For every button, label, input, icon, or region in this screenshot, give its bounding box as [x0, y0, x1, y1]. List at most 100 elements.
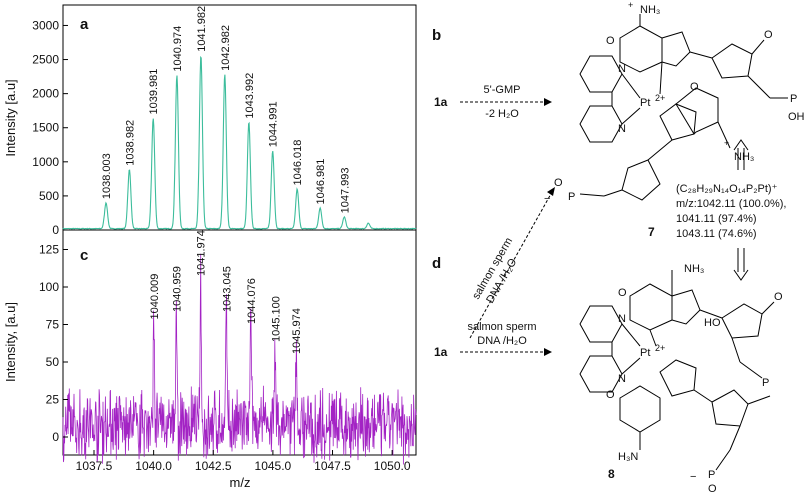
panel-b-arrowhead: [544, 98, 552, 106]
compound-8-lower-o2: O: [708, 483, 717, 495]
compound-8-ho: HO: [704, 317, 721, 329]
peak-label: 1040.959: [172, 266, 184, 312]
compound-7-upper-nh3: NH₃: [640, 4, 660, 16]
compound-8-upper-guanine: [629, 270, 775, 379]
compound-7-minus: −: [544, 193, 550, 205]
panel-b-mz-line2: 1041.11 (97.4%): [676, 213, 757, 225]
compound-8-upper-o2: O: [774, 291, 783, 303]
x-tick-label: 1047.5: [314, 459, 351, 473]
chart-a-trace: [62, 55, 417, 230]
chart-a-y-ticks: 0 500 1000 1500 2000 2500 3000: [32, 18, 68, 237]
panel-b-formula: (C₂₈H₂₉N₁₄O₁₄P₂Pt)⁺: [676, 183, 778, 195]
peak-label: 1043.045: [221, 266, 233, 312]
chart-a-ylabel: Intensity [a.u]: [3, 79, 18, 156]
panel-d-arrowhead: [544, 348, 552, 356]
peak-label: 1045.100: [270, 296, 282, 342]
y-tick-label: 3000: [32, 18, 59, 32]
y-tick-label: 1500: [32, 121, 59, 135]
compound-7-lower-guanine: [579, 87, 731, 201]
chart-c-x-ticks: 1037.5 1040.0 1042.5 1045.0 1047.5 1050.0: [76, 450, 411, 473]
panel-d-letter: d: [432, 255, 441, 272]
compound-7-upper-p: P: [790, 93, 797, 105]
chart-a-panel-letter: a: [80, 16, 89, 33]
y-tick-label: 2000: [32, 87, 59, 101]
chart-c-frame: [62, 229, 417, 456]
compound-8-upper-o: O: [618, 287, 627, 299]
compound-8-n2: N: [618, 373, 626, 385]
compound-8-bipyrimidine: [579, 305, 641, 393]
compound-8-minus: −: [690, 471, 696, 483]
compound-7-upper-o: O: [606, 35, 615, 47]
y-tick-label: 500: [39, 189, 59, 203]
peak-label: 1038.982: [124, 120, 136, 166]
panel-b-reactant: 1a: [434, 95, 448, 109]
y-tick-label: 100: [39, 280, 59, 294]
panel-d-diagonal-arrow: [469, 191, 553, 339]
peak-label: 1038.003: [101, 153, 113, 199]
peak-label: 1041.982: [196, 6, 208, 52]
panel-b-mz-line1: m/z:1042.11 (100.0%),: [676, 198, 786, 210]
compound-8-pt-charge: 2+: [655, 343, 665, 353]
x-tick-label: 1050.0: [374, 459, 411, 473]
compound-8-lower-h3n: H₃N: [618, 451, 638, 463]
compound-8-label: 8: [608, 467, 615, 481]
panel-b-condition: -2 H₂O: [485, 108, 519, 120]
compound-7-n2: N: [618, 123, 626, 135]
panel-d-reagent-line1: salmon sperm: [467, 321, 536, 333]
peak-label: 1040.009: [149, 274, 161, 320]
compound-7-label: 7: [648, 225, 655, 239]
compound-7-upper-oh: OH: [788, 111, 805, 123]
panel-b: b 1a 5'-GMP -2 H₂O N N Pt 2+: [432, 0, 805, 240]
panel-d-down-arrow: [733, 248, 749, 281]
x-tick-label: 1045.0: [255, 459, 292, 473]
compound-8-lower-p: P: [708, 469, 715, 481]
peak-label: 1046.018: [292, 140, 304, 186]
y-tick-label: 2500: [32, 53, 59, 67]
peak-label: 1041.974: [196, 230, 208, 276]
y-tick-label: 125: [39, 243, 59, 257]
compound-7-upper-plus: +: [628, 0, 633, 10]
y-tick-label: 1000: [32, 155, 59, 169]
chart-a-peak-labels: 1038.003 1038.982 1039.981 1040.974 1041.982…: [101, 6, 351, 213]
peak-label: 1039.981: [148, 69, 160, 115]
chart-c-trace: [62, 253, 417, 465]
chart-c-xlabel: m/z: [230, 475, 251, 490]
peak-label: 1043.992: [244, 73, 256, 119]
y-tick-label: 0: [52, 223, 59, 237]
peak-label: 1047.993: [339, 168, 351, 214]
peak-label: 1046.981: [315, 159, 327, 205]
peak-label: 1044.076: [246, 278, 258, 324]
peak-label: 1045.974: [291, 308, 303, 354]
compound-8-lower-guanine: [619, 359, 771, 471]
compound-8-lower-o: O: [606, 389, 615, 401]
chart-c-ylabel: Intensity, [a.u]: [3, 302, 18, 382]
compound-7-lower-plus: +: [724, 138, 729, 148]
x-tick-label: 1037.5: [76, 459, 113, 473]
compound-8-n1: N: [618, 313, 626, 325]
x-tick-label: 1040.0: [135, 459, 172, 473]
y-tick-label: 0: [52, 430, 59, 444]
panel-b-double-arrow: [733, 139, 749, 170]
panel-b-letter: b: [432, 27, 441, 44]
y-tick-label: 50: [46, 355, 60, 369]
compound-7-lower-p: P: [568, 191, 575, 203]
chart-c-panel-letter: c: [80, 247, 88, 264]
chart-c-peak-labels: 1040.009 1040.959 1041.974 1043.045 1044.076…: [149, 230, 303, 354]
panel-b-mz-line3: 1043.11 (74.6%): [676, 228, 757, 240]
panel-d-diagonal-arrowhead: [547, 187, 555, 196]
compound-8-upper-p: P: [762, 377, 769, 389]
compound-7-pt-charge: 2+: [655, 93, 665, 103]
compound-7-lower-o: O: [554, 177, 563, 189]
panel-d-reagent-line2: DNA /H₂O: [477, 335, 527, 347]
peak-label: 1044.991: [268, 101, 280, 147]
compound-7-upper-guanine: [619, 14, 788, 99]
compound-8-upper-nh3: NH₃: [684, 263, 704, 275]
y-tick-label: 25: [46, 393, 60, 407]
panel-d-reactant: 1a: [434, 345, 448, 359]
x-tick-label: 1042.5: [195, 459, 232, 473]
chart-c-y-ticks: 0 25 50 75 100 125: [39, 243, 68, 444]
compound-8-pt: Pt: [640, 347, 650, 359]
compound-7-n1: N: [618, 63, 626, 75]
